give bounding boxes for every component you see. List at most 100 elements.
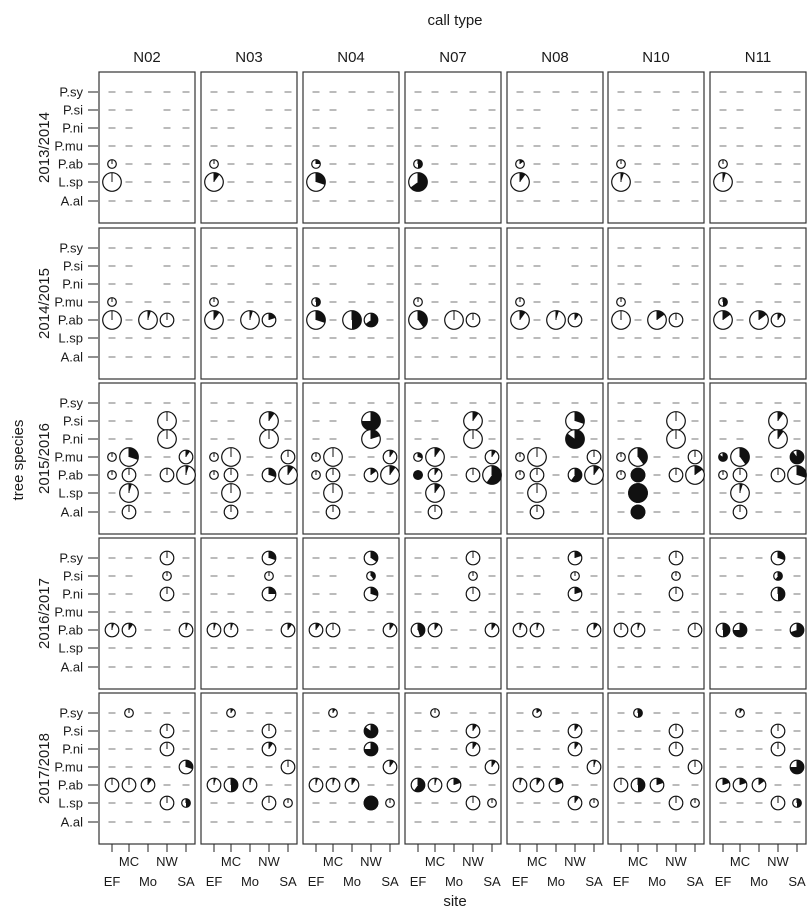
species-tick-label: L.sp <box>58 175 83 190</box>
panel-n07-2017-2018 <box>404 692 502 845</box>
panel-n04-2015-2016 <box>302 382 400 535</box>
species-tick-label: A.al <box>61 194 84 209</box>
pie-marker <box>628 483 648 503</box>
site-tick-label: Mo <box>547 874 565 889</box>
pie-fill <box>129 483 132 493</box>
pie-marker <box>178 622 194 638</box>
panel-n10-2013-2014 <box>607 71 705 224</box>
pie-fill <box>316 778 319 785</box>
site-tick-label: EF <box>206 874 223 889</box>
pie-marker <box>465 467 481 483</box>
pie-marker <box>323 447 343 467</box>
site-tick-label: NW <box>665 854 687 869</box>
species-tick-label: P.ni <box>62 121 83 136</box>
species-tick-label: A.al <box>61 660 84 675</box>
species-tick-label: P.si <box>63 724 83 739</box>
pie-fill <box>390 465 396 475</box>
pie-marker <box>586 449 602 465</box>
panel-n04-2013-2014 <box>302 71 400 224</box>
pie-marker <box>713 172 733 192</box>
pie-marker <box>363 795 379 811</box>
pie-marker <box>261 467 277 483</box>
pie-fill <box>520 172 526 182</box>
panel-frame <box>506 71 604 224</box>
pie-marker <box>413 159 423 169</box>
panel-frame <box>200 537 298 690</box>
pie-marker <box>687 449 703 465</box>
pie-fill <box>250 778 253 785</box>
pie-marker <box>261 723 277 739</box>
pie-fill <box>352 310 362 330</box>
pie-marker <box>259 411 279 431</box>
pie-fill <box>214 623 217 630</box>
pie-marker <box>630 504 646 520</box>
species-tick-label: P.ab <box>58 468 83 483</box>
panel-frame <box>302 537 400 690</box>
pie-marker <box>121 467 137 483</box>
pie-marker <box>515 159 525 169</box>
pie-marker <box>718 159 728 169</box>
pie-marker <box>361 429 381 449</box>
panel-n07-2015-2016 <box>404 382 502 535</box>
pie-marker <box>628 447 648 467</box>
pie-marker <box>159 795 175 811</box>
pie-marker <box>209 297 219 307</box>
pie-marker <box>308 622 324 638</box>
panel-n08-2013-2014 <box>506 71 604 224</box>
pie-fill <box>231 623 234 630</box>
pie-marker <box>463 429 483 449</box>
pie-marker <box>584 465 604 485</box>
pie-fill <box>214 778 217 785</box>
panel-n10-2017-2018 <box>607 692 705 845</box>
site-tick-label: NW <box>462 854 484 869</box>
pie-marker <box>668 586 684 602</box>
pie-marker <box>510 310 530 330</box>
site-tick-label: SA <box>686 874 704 889</box>
pie-fill <box>638 447 648 465</box>
pie-fill <box>492 623 496 630</box>
pie-fill <box>418 159 423 169</box>
pie-marker <box>107 470 117 480</box>
pie-marker <box>730 483 750 503</box>
panel-n04-2017-2018 <box>302 692 400 845</box>
site-tick-label: MC <box>221 854 241 869</box>
panel-n02-2017-2018 <box>98 692 196 845</box>
pie-marker <box>425 483 445 503</box>
y-axis-label: tree species <box>10 420 27 501</box>
species-tick-label: P.sy <box>59 706 83 721</box>
pie-marker <box>586 622 602 638</box>
pie-fill <box>723 297 728 307</box>
pie-marker <box>261 550 277 566</box>
pie-marker <box>223 467 239 483</box>
panel-frame <box>404 71 502 224</box>
species-tick-label: A.al <box>61 815 84 830</box>
pie-fill <box>778 313 782 320</box>
pie-marker <box>413 452 423 462</box>
panel-n03-2014-2015 <box>200 227 298 380</box>
pie-marker <box>427 504 443 520</box>
pie-fill <box>621 172 624 182</box>
pie-fill <box>371 571 376 580</box>
pie-marker <box>306 172 326 192</box>
pie-marker <box>119 483 139 503</box>
pie-marker <box>413 470 423 480</box>
pie-fill <box>723 310 731 320</box>
pie-marker <box>468 571 478 581</box>
pie-marker <box>546 310 566 330</box>
pie-marker <box>342 310 362 330</box>
column-header-n11: N11 <box>745 49 771 66</box>
pie-marker <box>565 429 585 449</box>
pie-marker <box>567 723 583 739</box>
species-tick-label: P.ab <box>58 313 83 328</box>
pie-marker <box>647 310 667 330</box>
pie-marker <box>102 172 122 192</box>
pie-marker <box>687 759 703 775</box>
pie-marker <box>311 297 321 307</box>
pie-marker <box>107 159 117 169</box>
pie-fill <box>778 429 784 439</box>
pie-fill <box>638 623 641 630</box>
pie-marker <box>730 447 750 467</box>
pie-marker <box>206 622 222 638</box>
pie-marker <box>512 777 528 793</box>
